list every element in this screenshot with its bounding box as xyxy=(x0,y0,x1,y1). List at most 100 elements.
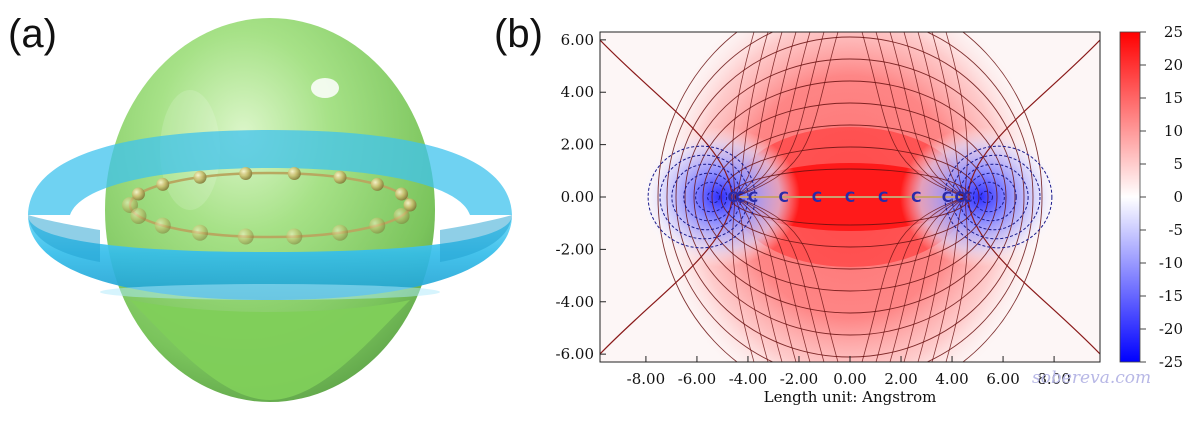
colorbar-gradient xyxy=(1119,31,1141,363)
y-axis-ticks: 6.00 4.00 2.00 0.00 -2.00 -4.00 -6.00 xyxy=(556,31,606,363)
x-tick-label: 2.00 xyxy=(884,370,917,388)
ring-carbon-atom xyxy=(370,177,384,191)
positive-contour xyxy=(732,196,755,362)
zero-contour xyxy=(600,196,733,355)
positive-contour xyxy=(734,32,783,198)
ring-carbon-atom xyxy=(369,217,386,234)
negative-contour xyxy=(951,154,1041,240)
positive-contour xyxy=(875,196,966,362)
zero-contour xyxy=(600,39,733,198)
y-tick-label: 6.00 xyxy=(561,31,594,49)
positive-contour xyxy=(657,32,1043,362)
positive-contour xyxy=(734,32,825,198)
ring-carbon-atom xyxy=(393,207,410,224)
carbon-atom-label: C xyxy=(911,190,921,206)
colorbar-tick-label: 5 xyxy=(1173,155,1183,173)
x-tick-label: 0.00 xyxy=(833,370,866,388)
positive-contour xyxy=(693,80,1007,314)
atom-labels: CC C C C C C C C CC xyxy=(728,190,973,206)
positive-contour xyxy=(945,32,968,198)
ring-carbon-atom xyxy=(154,217,171,234)
x-tick-label: -4.00 xyxy=(729,370,767,388)
y-tick-label: 2.00 xyxy=(561,136,594,154)
ring-carbon-atom xyxy=(237,228,254,245)
ring-carbon-atom xyxy=(287,166,301,180)
colorbar-tick-label: -25 xyxy=(1159,353,1183,371)
ring-carbon-atom xyxy=(131,187,145,201)
ring-carbon-atom xyxy=(130,207,147,224)
positive-contour xyxy=(666,32,1034,362)
x-axis-ticks: -8.00 -6.00 -4.00 -2.00 0.00 2.00 4.00 6.00 8.00 xyxy=(627,356,1071,388)
carbon-atom-label: C xyxy=(812,190,822,206)
colorbar-tick-label: 0 xyxy=(1173,188,1183,206)
colorbar-tick-label: -10 xyxy=(1159,254,1183,272)
zero-contour xyxy=(967,39,1100,198)
green-sphere-isosurface xyxy=(105,18,435,402)
positive-contour xyxy=(861,196,966,362)
colorbar-tick-label: 25 xyxy=(1164,23,1183,41)
positive-contour xyxy=(702,102,998,292)
ring-carbon-atom xyxy=(403,198,417,212)
y-tick-label: 4.00 xyxy=(561,83,594,101)
x-axis-title: Length unit: Angstrom xyxy=(764,388,937,406)
ring-carbon-atom xyxy=(239,166,253,180)
negative-contour xyxy=(944,145,1053,249)
positive-contour xyxy=(734,32,797,198)
positive-contour xyxy=(734,196,797,362)
ring-carbon-atom xyxy=(286,228,303,245)
x-tick-label: -8.00 xyxy=(627,370,665,388)
negative-contour xyxy=(972,181,1005,213)
watermark-text: sobereva.com xyxy=(1032,368,1151,388)
positive-contour xyxy=(734,196,825,362)
x-tick-label: -6.00 xyxy=(678,370,716,388)
positive-contour xyxy=(903,196,966,362)
positive-contour xyxy=(861,32,966,198)
carbon-atom-label: C xyxy=(955,190,965,206)
colorbar-tick-label: 10 xyxy=(1164,122,1183,140)
negative-contour xyxy=(683,172,735,222)
positive-contour xyxy=(903,32,966,198)
ring-carbon-atom xyxy=(122,197,138,213)
positive-contour xyxy=(889,196,966,362)
y-tick-label: -6.00 xyxy=(556,345,594,363)
x-tick-label: 4.00 xyxy=(935,370,968,388)
positive-contour xyxy=(720,146,980,248)
ring-carbon-atom xyxy=(395,187,409,201)
zero-contour xyxy=(967,196,1100,355)
carbon-atom-label: C xyxy=(728,190,738,206)
contour-plot: CC C C C C C C C CC -8.00 -6.00 -4.00 -2.00 0.00 2.00… xyxy=(556,31,1101,406)
carbon-atom-label: C xyxy=(962,190,972,206)
positive-contour xyxy=(734,32,839,198)
colorbar-tick-label: -20 xyxy=(1159,320,1183,338)
y-tick-label: -4.00 xyxy=(556,293,594,311)
negative-contour xyxy=(695,181,728,213)
positive-contour xyxy=(732,32,755,198)
colorbar-tick-label: -15 xyxy=(1159,287,1183,305)
carbon-atom-label: C xyxy=(878,190,888,206)
x-tick-label: -2.00 xyxy=(780,370,818,388)
positive-contour xyxy=(889,32,966,198)
green-sphere-bottom xyxy=(130,300,410,400)
ring-carbon-atom xyxy=(193,170,207,184)
colorbar-tick-label: 15 xyxy=(1164,89,1183,107)
positive-contour xyxy=(945,196,968,362)
carbon-atom-label: C xyxy=(845,190,855,206)
colorbar-tick-label: -5 xyxy=(1168,221,1183,239)
positive-contour xyxy=(931,196,966,362)
panel-a-label: (a) xyxy=(8,12,57,56)
positive-contour xyxy=(734,32,811,198)
blue-torus-back xyxy=(28,130,512,215)
carbon-atom-label: C xyxy=(942,190,952,206)
panel-b-label: (b) xyxy=(494,12,543,56)
positive-contour xyxy=(917,32,966,198)
ring-carbon-atom xyxy=(156,177,170,191)
sphere-highlight xyxy=(311,78,339,98)
carbon-atoms xyxy=(122,166,417,245)
x-tick-label: 8.00 xyxy=(1037,370,1070,388)
colorbar-ticks: 25 20 15 10 5 0 -5 -10 -15 -20 -25 xyxy=(1140,23,1183,371)
colorbar-tick-label: 20 xyxy=(1164,56,1183,74)
positive-contour xyxy=(734,196,839,362)
y-tick-label: 0.00 xyxy=(561,188,594,206)
ring-carbon-atom xyxy=(332,224,348,241)
